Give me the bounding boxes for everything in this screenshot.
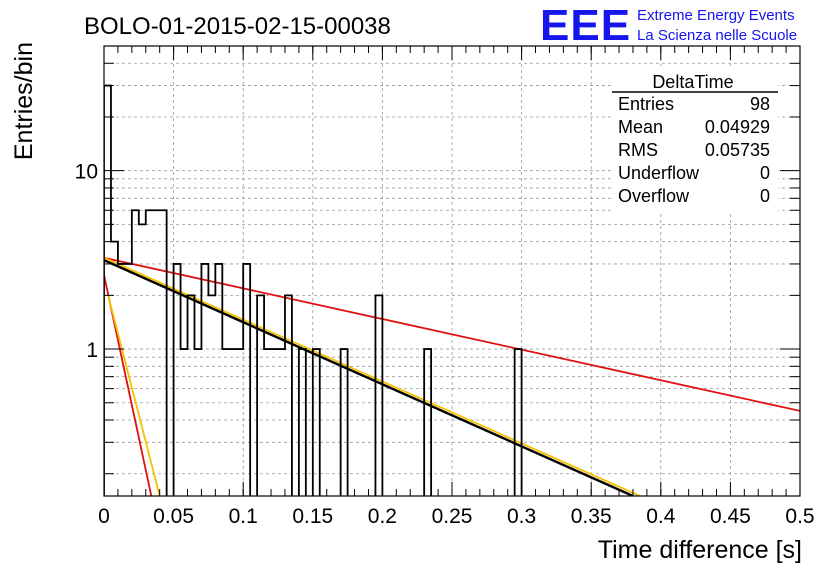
fit-curve xyxy=(104,259,634,496)
stats-box-background xyxy=(612,66,778,214)
fit-curves xyxy=(104,256,800,496)
stats-row-value: 0.04929 xyxy=(705,117,770,137)
fit-curve xyxy=(104,256,800,412)
stats-row-label: RMS xyxy=(618,140,658,160)
eee-logo: EEE xyxy=(540,1,631,50)
x-tick-labels: 0 0.05 0.1 0.15 0.2 0.25 0.3 0.35 0.4 0.45 0.5 xyxy=(98,505,814,528)
x-axis-title: Time difference [s] xyxy=(598,536,802,564)
grid xyxy=(104,46,800,496)
stats-row-value: 0 xyxy=(760,163,770,183)
x-tick-label: 0.15 xyxy=(292,505,333,528)
histogram-outline xyxy=(104,84,523,496)
x-tick-label: 0.35 xyxy=(571,505,612,528)
y-tick-label: 10 xyxy=(75,161,98,184)
stats-row-value: 98 xyxy=(750,94,770,114)
y-axis-title: Entries/bin xyxy=(10,42,38,160)
stats-row-label: Underflow xyxy=(618,163,700,183)
x-tick-label: 0.45 xyxy=(710,505,751,528)
stats-box: DeltaTime Entries 98 Mean 0.04929 RMS 0.05735… xyxy=(612,66,778,214)
fit-curve xyxy=(104,256,641,496)
x-tick-label: 0.2 xyxy=(368,505,397,528)
histogram-bins xyxy=(104,84,523,496)
x-tick-label: 0.5 xyxy=(785,505,814,528)
stats-row-label: Entries xyxy=(618,94,674,114)
x-tick-label: 0.05 xyxy=(153,505,194,528)
stats-row-label: Overflow xyxy=(618,186,690,206)
stats-row-value: 0 xyxy=(760,186,770,206)
stats-row-label: Mean xyxy=(618,117,663,137)
y-tick-label: 1 xyxy=(86,339,98,362)
x-tick-label: 0.25 xyxy=(432,505,473,528)
x-tick-label: 0.3 xyxy=(507,505,536,528)
x-tick-label: 0 xyxy=(98,505,110,528)
eee-logo-line2: La Scienza nelle Scuole xyxy=(637,27,797,44)
stats-box-title: DeltaTime xyxy=(652,72,733,92)
y-tick-labels: 1 10 xyxy=(75,161,98,362)
plot-title: BOLO-01-2015-02-15-00038 xyxy=(84,13,391,40)
x-tick-label: 0.1 xyxy=(229,505,258,528)
axis-ticks xyxy=(103,46,801,496)
x-tick-label: 0.4 xyxy=(646,505,676,528)
fit-curve xyxy=(107,295,161,496)
stats-row-value: 0.05735 xyxy=(705,140,770,160)
eee-logo-line1: Extreme Energy Events xyxy=(637,7,795,24)
